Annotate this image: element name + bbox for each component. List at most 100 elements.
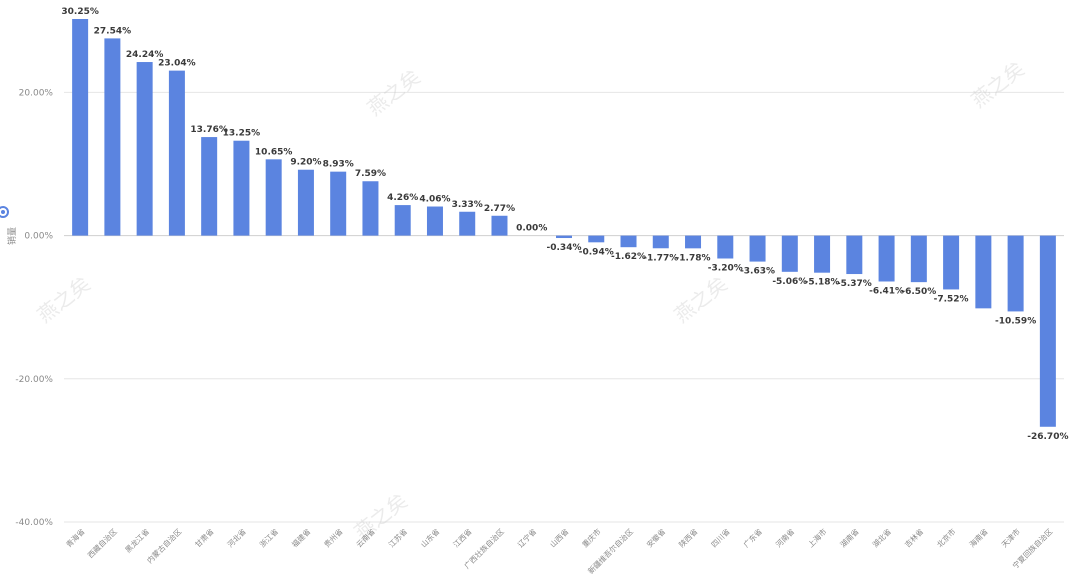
data-label: -1.78%	[676, 253, 711, 263]
category-label: 贵州省	[322, 526, 345, 549]
bar[interactable]	[491, 215, 508, 236]
bar[interactable]	[749, 235, 766, 262]
bar[interactable]	[814, 235, 831, 273]
category-label: 上海市	[805, 526, 828, 549]
bar[interactable]	[201, 137, 218, 236]
bar[interactable]	[362, 181, 379, 236]
category-label: 重庆市	[580, 526, 603, 549]
category-label: 海南省	[967, 526, 990, 549]
data-label: -7.52%	[934, 294, 969, 304]
data-label: -1.62%	[611, 252, 646, 262]
bars	[72, 19, 1056, 427]
bar[interactable]	[620, 235, 637, 248]
data-label: 2.77%	[484, 204, 515, 214]
category-label: 安徽省	[644, 526, 667, 549]
data-label: 8.93%	[323, 160, 354, 170]
category-label: 青海省	[64, 526, 87, 549]
category-label: 江苏省	[386, 526, 409, 549]
category-label: 广东省	[741, 526, 764, 549]
category-label: 内蒙古自治区	[144, 526, 183, 565]
y-tick-labels: 20.00% 0.00% -20.00% -40.00%	[15, 88, 53, 528]
bar[interactable]	[72, 19, 89, 236]
category-label: 陕西省	[676, 526, 699, 549]
watermark: 燕之矣	[967, 57, 1029, 113]
category-label: 河南省	[773, 526, 796, 549]
bar[interactable]	[878, 235, 895, 282]
watermark: 燕之矣	[33, 272, 95, 328]
bar[interactable]	[168, 70, 185, 236]
bar[interactable]	[943, 235, 960, 290]
bar[interactable]	[265, 159, 282, 236]
data-labels: 30.25% 27.54% 24.24%23.04% 13.76%13.25% 10.6…	[61, 7, 1068, 442]
y-tick-label: 0.00%	[24, 232, 53, 242]
data-label: -26.70%	[1027, 432, 1068, 442]
bar[interactable]	[975, 235, 992, 309]
y-tick-label: -20.00%	[15, 375, 53, 385]
data-label: -5.18%	[805, 278, 840, 288]
category-label: 山西省	[547, 526, 570, 549]
category-label: 甘肃省	[193, 526, 216, 549]
data-label: -6.41%	[869, 286, 904, 296]
data-label: 10.65%	[255, 147, 293, 157]
category-label: 四川省	[709, 526, 732, 549]
data-label: -3.20%	[708, 264, 743, 274]
data-label: 13.25%	[223, 129, 261, 139]
data-label: -1.77%	[643, 253, 678, 263]
y-axis-title: 销量	[6, 227, 18, 245]
data-label: 13.76%	[190, 125, 228, 135]
bar[interactable]	[556, 235, 572, 239]
bar[interactable]	[1039, 235, 1056, 427]
category-label: 浙江省	[257, 526, 280, 549]
category-label: 河北省	[225, 526, 248, 549]
bar[interactable]	[846, 235, 863, 275]
data-label: -5.37%	[837, 279, 872, 289]
category-label: 黑龙江省	[123, 526, 152, 555]
bar[interactable]	[297, 169, 314, 236]
bar[interactable]	[330, 171, 347, 236]
data-label: -5.06%	[772, 277, 807, 287]
data-label: 27.54%	[94, 26, 132, 36]
bar[interactable]	[781, 235, 798, 272]
y-axis-title-group: 销量	[0, 206, 18, 245]
category-label: 辽宁省	[515, 526, 538, 549]
bar[interactable]	[652, 235, 669, 249]
data-label: -3.63%	[740, 267, 775, 277]
bar[interactable]	[910, 235, 927, 283]
data-label: 9.20%	[290, 158, 321, 168]
bar[interactable]	[104, 38, 121, 236]
bar[interactable]	[394, 205, 411, 236]
category-label: 北京市	[935, 526, 958, 549]
bar[interactable]	[717, 235, 734, 259]
legend-dot-center-icon	[1, 210, 5, 214]
category-label: 山东省	[418, 526, 441, 549]
bar[interactable]	[588, 235, 605, 243]
bar[interactable]	[426, 206, 443, 236]
category-label: 湖南省	[838, 526, 861, 549]
bar[interactable]	[1007, 235, 1024, 312]
category-label: 福建省	[289, 526, 312, 549]
bar[interactable]	[685, 235, 702, 249]
data-label: 24.24%	[126, 50, 164, 60]
data-label: -6.50%	[901, 287, 936, 297]
y-tick-label: 20.00%	[19, 88, 54, 98]
grid-lines	[64, 91, 1064, 523]
category-label: 湖北省	[870, 526, 893, 549]
data-label: 30.25%	[61, 7, 99, 17]
category-labels: 青海省 西藏自治区 黑龙江省内蒙古自治区 甘肃省 河北省 浙江省 福建省 贵州省 云南省 江苏省山…	[64, 526, 1055, 576]
category-label: 西藏自治区	[85, 526, 119, 560]
data-label: 7.59%	[355, 169, 386, 179]
data-label: -10.59%	[995, 316, 1036, 326]
data-label: -0.34%	[547, 243, 582, 253]
data-label: 4.26%	[387, 193, 418, 203]
y-tick-label: -40.00%	[15, 518, 53, 528]
data-label: 0.00%	[516, 224, 547, 234]
bar[interactable]	[136, 62, 153, 236]
category-label: 吉林省	[902, 526, 925, 549]
bar[interactable]	[233, 140, 250, 236]
data-label: 3.33%	[452, 200, 483, 210]
data-label: -0.94%	[579, 247, 614, 257]
watermark: 燕之矣	[670, 272, 732, 328]
bar[interactable]	[459, 211, 476, 236]
category-label: 江西省	[451, 526, 474, 549]
